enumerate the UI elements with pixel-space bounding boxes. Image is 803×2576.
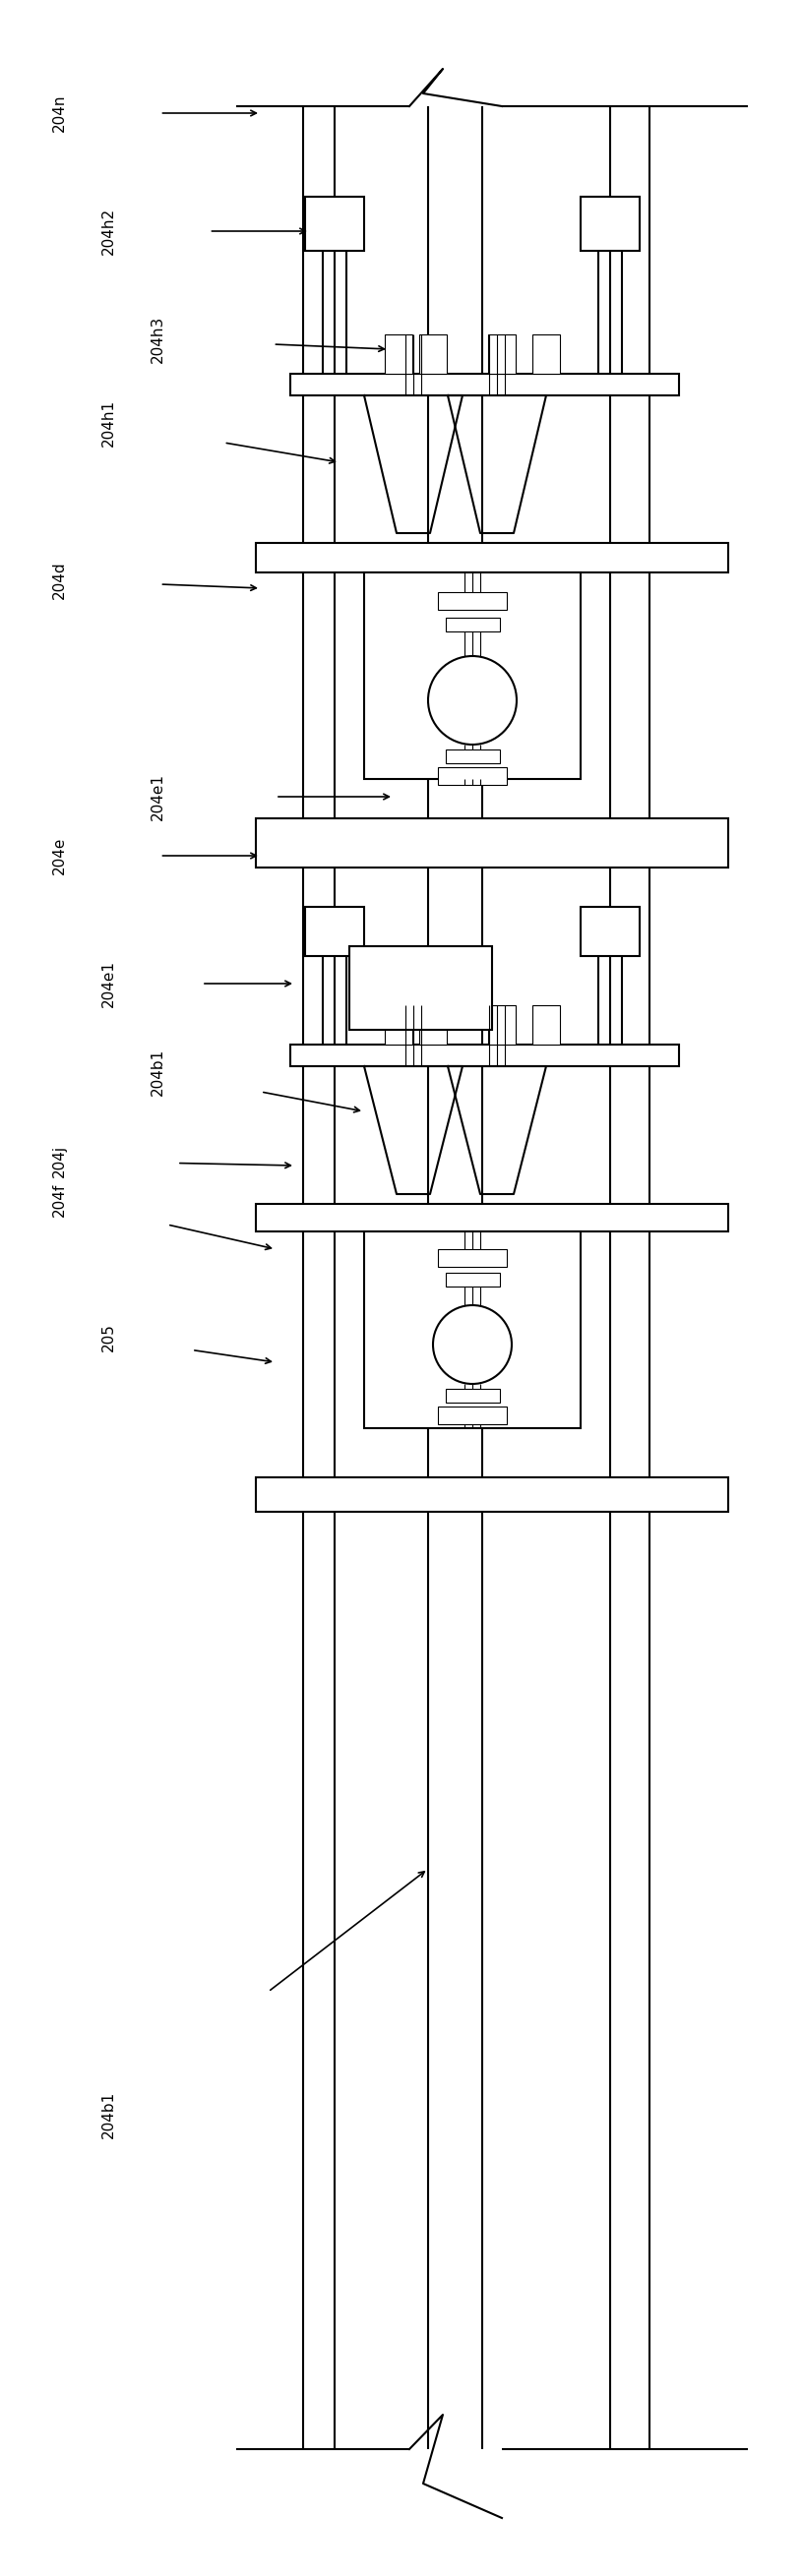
Bar [385,1005,412,1043]
Bar [446,1388,500,1401]
Text: 204j: 204j [51,1144,67,1177]
Bar [385,335,412,374]
Text: 204f: 204f [51,1182,67,1216]
Text: 204h3: 204h3 [150,317,165,363]
Bar [419,335,446,374]
Bar [256,1203,728,1231]
Bar [532,1005,560,1043]
Text: 204e1: 204e1 [101,961,116,1007]
Bar [488,335,516,374]
Bar [291,1043,679,1066]
Bar [364,572,581,778]
Text: 204n: 204n [51,95,67,131]
Text: 205: 205 [101,1324,116,1352]
Bar [364,1231,581,1427]
Bar [446,750,500,762]
Bar [305,907,364,956]
Text: 204d: 204d [51,562,67,600]
Text: 204b1: 204b1 [150,1048,165,1095]
Bar [581,196,640,250]
Text: 204b1: 204b1 [101,2092,116,2138]
Bar [438,592,507,611]
Bar [419,1005,446,1043]
Bar [256,819,728,868]
Bar [438,768,507,786]
Bar [446,618,500,631]
Text: 204h2: 204h2 [101,209,116,255]
Bar [532,335,560,374]
Text: 204e1: 204e1 [150,773,165,819]
Bar [256,1479,728,1512]
Bar [446,1273,500,1285]
Bar [438,1406,507,1425]
Bar [291,374,679,394]
Bar [256,544,728,572]
Bar [305,196,364,250]
Text: 204e: 204e [51,837,67,876]
Bar [349,945,492,1030]
Bar [488,1005,516,1043]
Bar [581,907,640,956]
Text: 204h1: 204h1 [101,399,116,446]
Bar [438,1249,507,1267]
